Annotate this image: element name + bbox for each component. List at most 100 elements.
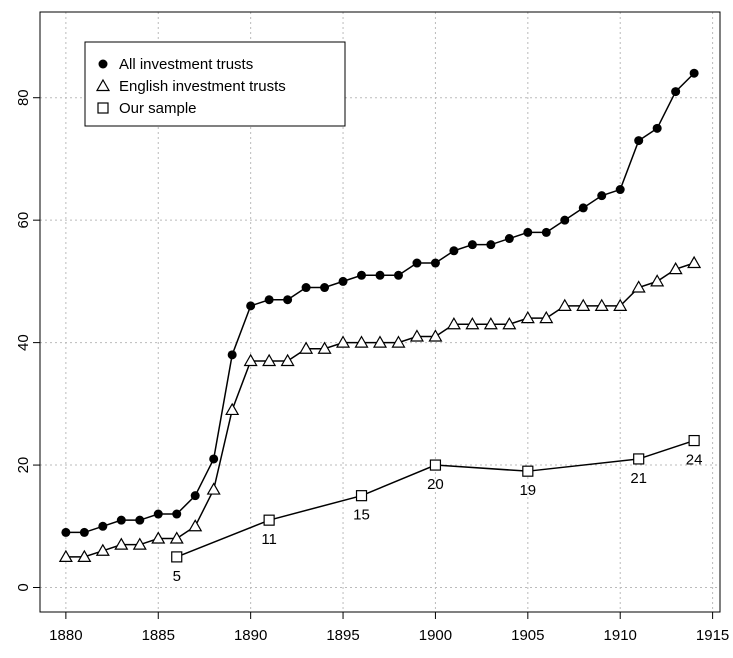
point (520, 310, 535, 324)
point (243, 353, 258, 367)
point (153, 509, 163, 519)
point (486, 240, 496, 250)
data-label: 19 (519, 482, 536, 499)
point (650, 274, 665, 287)
point (430, 258, 440, 268)
point (116, 515, 126, 525)
point (355, 490, 368, 502)
point (465, 317, 480, 330)
point (132, 537, 147, 550)
point (541, 227, 551, 237)
point (578, 203, 588, 213)
point (338, 276, 348, 286)
point (522, 465, 534, 477)
y-tick-label: 40 (15, 334, 32, 351)
point (317, 341, 332, 354)
point (668, 261, 683, 275)
point (502, 317, 517, 330)
x-tick-label: 1915 (696, 627, 729, 644)
point (393, 270, 403, 280)
point (557, 298, 572, 311)
point (301, 283, 311, 293)
legend-marker (95, 78, 111, 92)
point (391, 335, 406, 348)
point (61, 527, 71, 537)
point (467, 240, 477, 250)
point (634, 136, 644, 146)
point (449, 246, 459, 256)
y-tick-label: 0 (15, 583, 32, 591)
point (98, 521, 108, 531)
point (169, 531, 184, 544)
point (504, 234, 514, 244)
legend-marker (98, 59, 108, 69)
data-label: 20 (427, 476, 444, 493)
legend-label: All investment trusts (119, 56, 253, 73)
legend-label: English investment trusts (119, 78, 286, 95)
point (354, 335, 369, 348)
legend-box (84, 41, 346, 127)
point (539, 310, 554, 324)
point (429, 459, 442, 471)
point (151, 531, 166, 544)
point (409, 329, 424, 342)
point (446, 317, 461, 330)
point (190, 491, 200, 501)
point (262, 353, 277, 367)
point (264, 295, 274, 305)
plot-frame (39, 11, 721, 613)
point (246, 301, 256, 311)
point (299, 341, 314, 354)
point (523, 227, 533, 237)
point (597, 191, 607, 201)
data-label: 5 (173, 568, 181, 585)
point (594, 298, 609, 311)
point (227, 350, 237, 360)
x-tick-label: 1910 (604, 627, 637, 644)
point (280, 353, 295, 367)
point (320, 283, 330, 293)
point (412, 258, 422, 268)
point (375, 270, 385, 280)
point (688, 434, 700, 447)
point (263, 514, 275, 526)
point (225, 402, 240, 416)
point (336, 335, 351, 348)
y-tick-label: 20 (15, 457, 32, 474)
point (171, 551, 183, 563)
point (357, 270, 367, 280)
point (135, 515, 145, 525)
point (687, 255, 702, 269)
point (58, 549, 73, 562)
point (483, 317, 498, 330)
point (77, 549, 92, 562)
data-label: 24 (686, 452, 703, 469)
point (206, 482, 221, 495)
point (689, 68, 699, 78)
point (671, 87, 681, 97)
point (560, 215, 570, 225)
x-tick-label: 1900 (419, 627, 452, 644)
point (95, 543, 110, 556)
point (631, 280, 646, 293)
point (372, 335, 388, 348)
point (79, 527, 89, 537)
x-tick-label: 1885 (142, 627, 175, 644)
data-label: 11 (261, 531, 277, 548)
point (283, 295, 293, 305)
point (188, 519, 203, 532)
x-tick-label: 1890 (234, 627, 267, 644)
point (613, 298, 628, 311)
legend-label: Our sample (119, 100, 197, 117)
data-label: 21 (630, 470, 647, 487)
x-tick-label: 1905 (511, 627, 544, 644)
y-tick-label: 60 (15, 212, 32, 229)
point (209, 454, 219, 464)
point (114, 537, 129, 550)
point (576, 298, 591, 311)
data-label: 15 (353, 507, 370, 524)
point (652, 123, 662, 133)
point (428, 329, 443, 342)
